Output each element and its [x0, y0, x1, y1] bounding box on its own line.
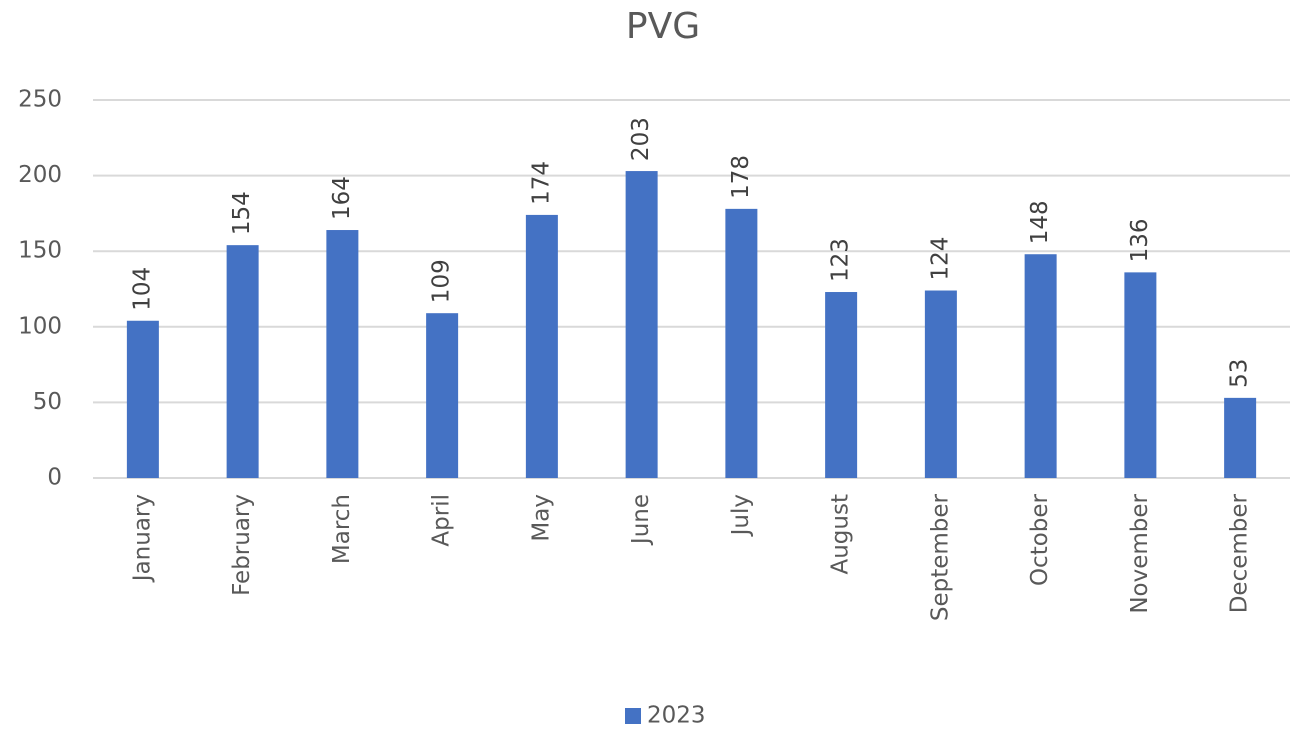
legend-label: 2023 — [647, 703, 706, 729]
bar — [825, 292, 858, 478]
bar — [126, 320, 159, 478]
data-label: 203 — [628, 117, 654, 161]
data-label: 178 — [728, 155, 754, 199]
bar — [625, 171, 658, 478]
data-label: 124 — [927, 237, 953, 281]
bar — [725, 208, 758, 478]
x-tick-label: January — [129, 494, 155, 583]
data-label: 174 — [528, 161, 554, 205]
x-tick-label: February — [229, 494, 255, 596]
data-label: 53 — [1227, 359, 1253, 388]
data-label: 164 — [329, 176, 355, 220]
bar — [1024, 254, 1057, 478]
data-label: 136 — [1127, 218, 1153, 262]
bar — [426, 313, 459, 478]
x-tick-label: October — [1027, 493, 1053, 586]
x-tick-label: March — [329, 494, 355, 564]
legend-swatch — [625, 708, 641, 724]
x-tick-label: June — [628, 494, 654, 546]
bar — [326, 230, 359, 478]
chart-title: PVG — [626, 6, 700, 47]
x-tick-label: April — [429, 494, 455, 547]
y-tick-label: 200 — [18, 162, 62, 188]
y-tick-label: 250 — [18, 87, 62, 113]
data-label: 154 — [229, 191, 255, 235]
data-label: 109 — [429, 259, 455, 303]
y-tick-label: 0 — [47, 465, 62, 491]
bar — [1224, 397, 1257, 478]
data-label: 104 — [129, 267, 155, 311]
x-tick-label: August — [828, 494, 854, 575]
x-tick-label: November — [1127, 493, 1153, 613]
y-tick-label: 150 — [18, 238, 62, 264]
data-label: 123 — [828, 238, 854, 282]
x-tick-label: May — [528, 494, 554, 542]
x-tick-label: July — [728, 494, 754, 537]
bar — [1124, 272, 1157, 478]
y-tick-label: 50 — [33, 389, 62, 415]
y-tick-label: 100 — [18, 313, 62, 339]
data-label: 148 — [1027, 200, 1053, 244]
bar — [525, 214, 558, 479]
bar — [924, 290, 957, 478]
x-tick-label: December — [1227, 493, 1253, 613]
bar — [226, 245, 259, 478]
x-tick-label: September — [927, 493, 953, 621]
